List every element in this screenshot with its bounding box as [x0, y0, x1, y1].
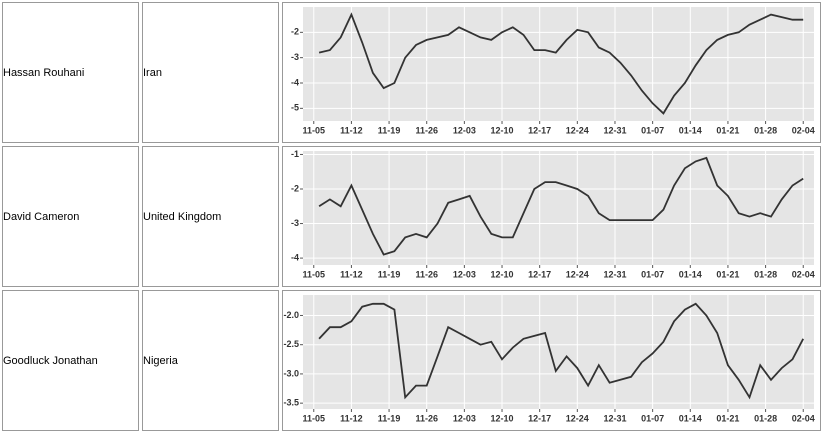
- x-tick-label: 01-14: [679, 413, 702, 423]
- x-tick-label: 01-14: [679, 125, 702, 135]
- x-tick-label: 11-12: [340, 413, 363, 423]
- x-tick-label: 01-21: [716, 125, 739, 135]
- x-tick-label: 11-12: [340, 269, 363, 279]
- x-tick-label: 12-24: [566, 269, 589, 279]
- x-tick-label: 11-05: [302, 269, 325, 279]
- chart-cell: -4 -3 -2 -1 11-05 11-12 11-19 11-26 12-03 12-10 12…: [282, 146, 821, 287]
- leader-name: David Cameron: [2, 146, 139, 287]
- table-row: David Cameron United Kingdom -4 -3 -2 -1 11-05…: [2, 146, 821, 287]
- table-row: Goodluck Jonathan Nigeria -2.0 -2.5 -3.0 -3.5…: [2, 290, 821, 431]
- x-tick-label: 01-21: [716, 413, 739, 423]
- x-tick-label: 12-10: [491, 269, 514, 279]
- x-tick-label: 02-04: [792, 413, 815, 423]
- x-tick-label: 11-12: [340, 125, 363, 135]
- country: United Kingdom: [142, 146, 279, 287]
- y-tick-label: -5: [291, 103, 299, 113]
- chart-cell: -5 -4 -3 -2 11-05 11-12 11-19 11-26 12-03 12-10 12…: [282, 2, 821, 143]
- x-tick-label: 12-17: [528, 269, 551, 279]
- x-tick-label: 01-14: [679, 269, 702, 279]
- y-tick-label: -3: [291, 218, 299, 228]
- chart: -5 -4 -3 -2 11-05 11-12 11-19 11-26 12-03 12-10 12…: [291, 7, 815, 135]
- table-body: Hassan Rouhani Iran -5 -4 -3 -2 11-05 11-12 11-1…: [2, 2, 821, 431]
- x-tick-label: 12-17: [528, 125, 551, 135]
- x-tick-label: 01-28: [754, 413, 777, 423]
- x-tick-label: 12-31: [603, 269, 626, 279]
- x-tick-label: 01-07: [641, 269, 664, 279]
- x-tick-label: 11-26: [415, 125, 438, 135]
- line: [318, 12, 804, 115]
- x-tick-label: 12-31: [603, 413, 626, 423]
- x-tick-label: 12-10: [491, 413, 514, 423]
- x-tick-label: 01-28: [754, 269, 777, 279]
- x-tick-label: 11-05: [302, 413, 325, 423]
- x-tick-label: 01-07: [641, 413, 664, 423]
- y-tick-label: -2: [291, 27, 299, 37]
- y-tick-label: -3: [291, 52, 299, 62]
- table-row: Hassan Rouhani Iran -5 -4 -3 -2 11-05 11-12 11-1…: [2, 2, 821, 143]
- x-tick-label: 01-07: [641, 125, 664, 135]
- x-tick-label: 11-19: [378, 269, 401, 279]
- x-tick-label: 12-24: [566, 413, 589, 423]
- country: Iran: [142, 2, 279, 143]
- chart-cell: -2.0 -2.5 -3.0 -3.5 11-05 11-12 11-19 11-26 12-0…: [282, 290, 821, 431]
- line: [318, 302, 804, 400]
- x-tick-label: 11-05: [302, 125, 325, 135]
- country: Nigeria: [142, 290, 279, 431]
- x-tick-label: 11-26: [415, 413, 438, 423]
- chart: -4 -3 -2 -1 11-05 11-12 11-19 11-26 12-03 12-10 12…: [291, 149, 815, 280]
- y-tick-label: -2: [291, 183, 299, 193]
- x-tick-label: 12-17: [528, 413, 551, 423]
- x-tick-label: 11-26: [415, 269, 438, 279]
- x-tick-label: 02-04: [792, 269, 815, 279]
- x-tick-label: 12-03: [453, 269, 476, 279]
- plot-panel: [303, 7, 814, 121]
- x-tick-label: 11-19: [378, 125, 401, 135]
- x-tick-label: 12-10: [491, 125, 514, 135]
- plot-panel: [303, 295, 814, 409]
- leader-name: Goodluck Jonathan: [2, 290, 139, 431]
- x-tick-label: 12-24: [566, 125, 589, 135]
- chart: -2.0 -2.5 -3.0 -3.511-05 11-12 11-19 11-26 12-0…: [283, 295, 815, 423]
- y-tick-label: -1: [291, 149, 299, 159]
- x-tick-label: 12-31: [603, 125, 626, 135]
- y-tick-label: -4: [291, 77, 299, 87]
- plot-panel: [303, 151, 814, 265]
- page: {"table": {"rows": [ {"name": "Hassan Ro…: [2, 2, 821, 431]
- y-tick-label: -4: [291, 252, 299, 262]
- y-tick-label: -3.0: [283, 368, 299, 378]
- line: [318, 156, 804, 256]
- leader-name: Hassan Rouhani: [2, 2, 139, 143]
- y-tick-label: -2.0: [283, 310, 299, 320]
- y-tick-label: -2.5: [283, 339, 299, 349]
- x-tick-label: 12-03: [453, 125, 476, 135]
- x-tick-label: 02-04: [792, 125, 815, 135]
- x-tick-label: 01-21: [716, 269, 739, 279]
- y-tick-label: -3.5: [283, 398, 299, 408]
- x-tick-label: 12-03: [453, 413, 476, 423]
- x-tick-label: 11-19: [378, 413, 401, 423]
- x-tick-label: 01-28: [754, 125, 777, 135]
